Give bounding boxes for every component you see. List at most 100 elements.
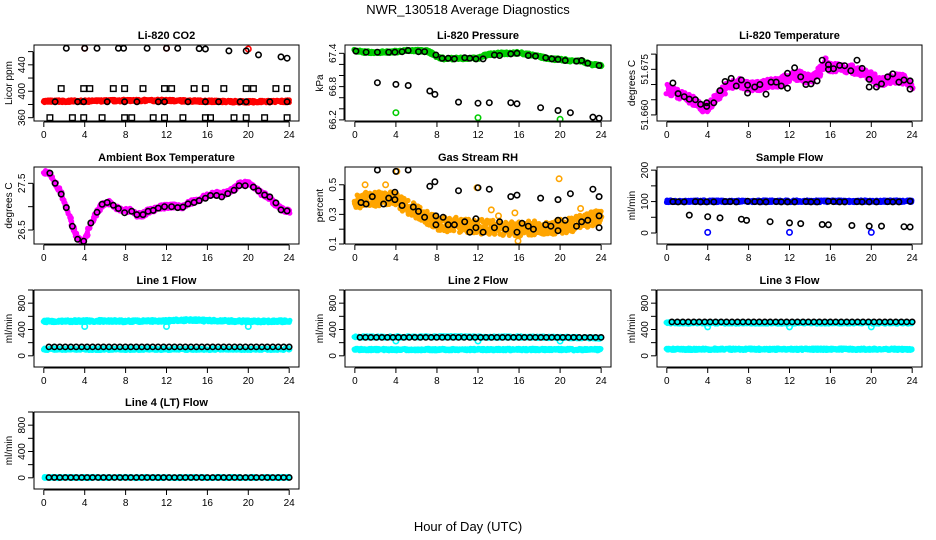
x-tick-label: 20 [866,130,878,141]
data-point [595,224,603,232]
data-point [68,222,76,230]
data-point [242,47,250,55]
data-point [450,221,458,229]
data-point [409,203,417,211]
x-tick-label: 24 [907,130,919,141]
data-point [785,219,793,227]
data-point [853,56,861,64]
data-point [824,61,832,69]
data-point [62,45,70,52]
data-point [813,198,821,206]
data-point [218,193,226,201]
x-axis: 0 4 8 12 16 20 24 [664,244,919,264]
data-point [272,85,280,93]
data-point [554,196,562,204]
series-raw-upper [40,316,293,326]
data-point [272,199,280,207]
x-tick-label: 12 [784,253,796,264]
data-point [703,99,711,107]
data-point [242,85,250,93]
x-tick-label: 12 [161,130,173,141]
data-point [732,82,740,90]
data-point [858,64,866,72]
y-tick-label: 0.1 [328,237,339,251]
data-point [703,198,711,206]
data-point [421,48,429,56]
data-point [373,48,381,56]
data-point [461,218,469,226]
data-point [161,203,169,211]
data-point [432,51,440,59]
plot-area [663,197,915,236]
x-tick-label: 16 [825,253,837,264]
data-point [595,212,603,220]
data-point [103,199,111,207]
data-point [472,215,480,223]
data-point [51,179,59,187]
data-point [424,208,430,214]
data-point [382,181,390,189]
data-point [507,50,515,58]
data-point [103,98,111,106]
data-point [163,45,170,52]
data-point [421,213,429,221]
x-tick-label: 0 [41,130,47,141]
data-point [143,45,151,52]
x-tick-label: 20 [243,253,255,264]
data-point [524,222,532,230]
data-point [201,98,209,106]
data-point [513,191,521,199]
data-point [807,80,815,88]
data-point [81,45,89,52]
data-point [529,225,537,233]
data-point [139,211,147,219]
x-tick-label: 24 [907,253,919,264]
data-point [556,115,564,121]
plot-frame [344,166,612,245]
x-axis: 0 4 8 12 16 20 24 [352,121,607,141]
y-tick-label: 0.3 [328,207,339,221]
data-point [114,205,122,213]
data-point [674,90,682,98]
data-point [777,82,785,90]
data-point [490,224,498,232]
data-point [242,98,250,106]
data-point [586,223,592,229]
series-average-lower [373,79,603,121]
data-point [266,193,274,201]
data-point [744,197,752,205]
panel-title: Line 1 Flow [137,275,197,287]
data-point [51,98,59,106]
plot-frame [33,44,300,122]
data-point [432,221,440,229]
data-point [669,79,677,87]
data-point [80,98,88,106]
data-point [249,183,257,191]
data-point [865,198,873,206]
data-point [818,221,826,229]
data-point [555,175,563,183]
data-point [120,45,128,52]
x-tick-label: 4 [82,130,88,141]
y-tick-label: 0 [640,230,651,236]
data-point [241,182,249,190]
y-tick-label: 440 [17,56,28,73]
y-tick-label: 51.675 [640,54,651,85]
data-point [426,182,434,190]
data-point [511,209,519,217]
data-point [584,59,592,67]
data-point [697,100,705,108]
data-point [392,80,400,88]
x-tick-label: 4 [705,130,711,141]
data-point [283,207,291,215]
data-point [283,54,291,62]
data-point [195,197,203,205]
data-point [847,67,855,75]
figure-title: NWR_130518 Average Diagnostics [366,2,570,17]
